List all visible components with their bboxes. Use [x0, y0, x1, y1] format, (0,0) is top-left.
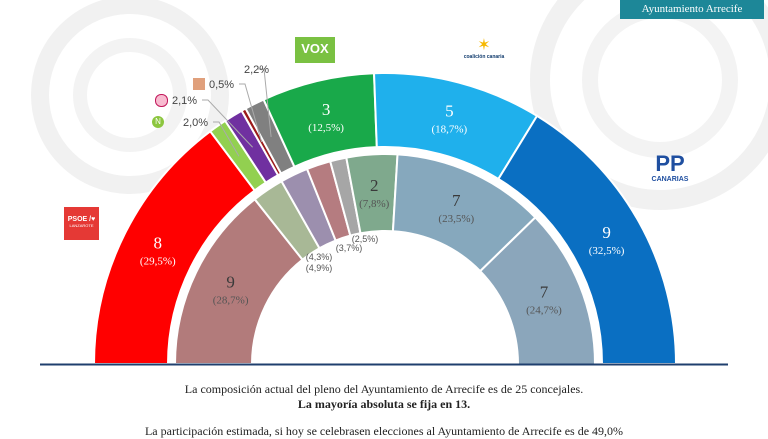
slice-seats-label: 9	[602, 223, 611, 242]
other-party-logo	[193, 78, 205, 90]
slice-seats-label: 3	[322, 100, 331, 119]
slice-seats-label: 5	[445, 101, 454, 120]
pp-logo-subtext: CANARIAS	[651, 176, 689, 183]
slice-pct-label: (2,5%)	[352, 234, 379, 244]
caption-composition: La composición actual del pleno del Ayun…	[184, 382, 584, 396]
slice-pct-label: (24,7%)	[526, 305, 562, 317]
leader-line	[258, 68, 272, 138]
slice-seats-label: 7	[452, 191, 461, 210]
slice-pct-label: (18,7%)	[431, 123, 467, 135]
slice-pct-label: 2,1%	[172, 95, 197, 107]
slice-pct-label: (32,5%)	[589, 245, 625, 257]
slice-pct-label: 2,2%	[244, 64, 269, 76]
slice-pct-label: (7,8%)	[359, 198, 390, 210]
pp-logo: PP CANARIAS	[645, 151, 695, 184]
nc-logo: N	[152, 116, 164, 128]
slice-pct-label: 0,5%	[209, 79, 234, 91]
leader-line	[202, 99, 253, 148]
slice-pct-label: 2,0%	[183, 117, 208, 129]
psoe-logo: PSOE /♥ LANZAROTE	[64, 207, 99, 240]
leader-line	[239, 83, 263, 143]
slice-pct-label: (3,7%)	[336, 243, 363, 253]
pp-logo-text: PP	[655, 151, 685, 176]
slice-pct-label: (12,5%)	[308, 122, 344, 134]
slice-pct-label: (28,7%)	[213, 294, 249, 306]
slice-pct-label: (29,5%)	[140, 255, 176, 267]
slice-pct-label: (23,5%)	[438, 213, 474, 225]
cc-logo: ✶ coalición canaria	[462, 37, 506, 61]
slice-pct-label: (4,9%)	[306, 263, 333, 273]
podemos-logo	[155, 94, 168, 107]
slice-seats-label: 8	[154, 233, 163, 252]
slice-seats-label: 2	[370, 176, 379, 195]
slice-seats-label: 7	[540, 283, 549, 302]
psoe-logo-subtext: LANZAROTE	[69, 223, 94, 228]
caption-majority: La mayoría absoluta se fija en 13.	[297, 397, 471, 411]
slice-pct-label: (4,3%)	[306, 252, 333, 262]
vox-logo-text: VOX	[301, 41, 329, 56]
psoe-logo-text: PSOE /	[67, 216, 92, 223]
heart-icon: ♥	[91, 216, 96, 223]
header-badge: Ayuntamiento Arrecife	[620, 0, 764, 19]
vox-logo: VOX	[295, 37, 335, 63]
slice-seats-label: 9	[226, 272, 235, 291]
leader-line	[213, 121, 240, 157]
cc-logo-text: coalición canaria	[463, 54, 505, 60]
star-icon: ✶	[477, 37, 491, 54]
